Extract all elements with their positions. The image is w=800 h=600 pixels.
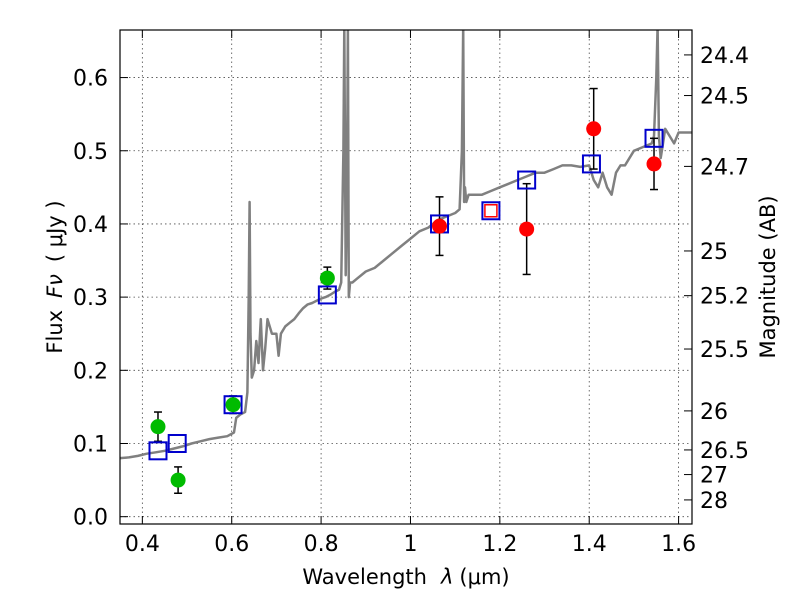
- y-tick-label: 0.1: [73, 432, 108, 457]
- y-tick-label: 0.2: [73, 359, 108, 384]
- y-tick-label: 0.6: [73, 67, 108, 92]
- magnitude-tick-label: 24.7: [700, 155, 749, 180]
- x-axis-label: Wavelength λ (μm): [302, 565, 509, 589]
- grid-lines: [120, 30, 692, 524]
- magnitude-tick-label: 26: [700, 400, 728, 425]
- model-square: [517, 170, 537, 190]
- model-square: [581, 154, 601, 174]
- model-squares: [148, 128, 664, 461]
- plot-frame: [119, 29, 693, 525]
- x-tick-label: 1.2: [482, 532, 517, 557]
- y-tick-label: 0.3: [73, 286, 108, 311]
- y-axis-ticks: 0.0 0.1 0.2 0.3 0.4 0.5 0.6: [73, 67, 128, 531]
- magnitude-tick-label: 24.4: [700, 44, 749, 69]
- x-tick-label: 0.6: [214, 532, 249, 557]
- magnitude-tick-label: 26.5: [700, 439, 749, 464]
- x-tick-label: 0.4: [125, 532, 160, 557]
- error-bars: [153, 87, 659, 495]
- sed-model-line: [120, 30, 692, 460]
- photometry-point: [170, 472, 186, 488]
- y-axis-label: FluxFν( μJy ): [43, 200, 67, 353]
- x-tick-label: 1.6: [661, 532, 696, 557]
- model-square: [481, 201, 501, 221]
- x-tick-label: 1: [403, 532, 417, 557]
- x-tick-label: 1.4: [572, 532, 607, 557]
- highlight-square: [484, 204, 498, 218]
- photometry-points: [150, 121, 662, 488]
- photometry-point: [586, 121, 602, 137]
- magnitude-tick-label: 25.5: [700, 338, 749, 363]
- model-square: [317, 285, 337, 305]
- magnitude-tick-label: 25: [700, 240, 728, 265]
- y-tick-label: 0.4: [73, 213, 108, 238]
- photometry-point: [319, 270, 335, 286]
- model-square: [223, 395, 243, 415]
- magnitude-tick-label: 25.2: [700, 285, 749, 310]
- x-axis-ticks: 0.4 0.6 0.8 1 1.2 1.4 1.6: [125, 30, 696, 557]
- model-square: [644, 128, 664, 148]
- photometry-point: [432, 218, 448, 234]
- y-tick-label: 0.0: [73, 506, 108, 531]
- photometry-point: [150, 419, 166, 435]
- model-square: [167, 433, 187, 453]
- magnitude-tick-label: 24.5: [700, 85, 749, 110]
- photometry-point: [519, 221, 535, 237]
- y-tick-label: 0.5: [73, 140, 108, 165]
- x-tick-label: 0.8: [304, 532, 339, 557]
- model-square: [148, 441, 168, 461]
- magnitude-axis-label: Magnitude (AB): [756, 195, 780, 358]
- photometry-point: [225, 397, 241, 413]
- magnitude-tick-label: 27: [700, 464, 728, 489]
- plot-area: [120, 30, 692, 495]
- photometry-point: [646, 156, 662, 172]
- magnitude-tick-label: 28: [700, 489, 728, 514]
